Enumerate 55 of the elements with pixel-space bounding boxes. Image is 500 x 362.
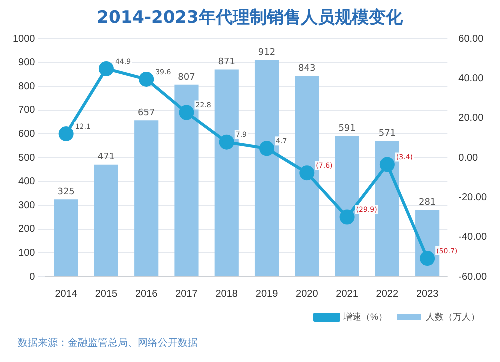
x-tick-label: 2018 (216, 288, 238, 300)
y2-tick-label: 20.00 (458, 113, 484, 124)
point (420, 251, 436, 266)
x-tick-label: 2020 (296, 288, 319, 300)
y2-tick-label: 60.00 (458, 34, 484, 45)
data-label: 657 (138, 108, 156, 118)
y-tick-label: 200 (18, 224, 36, 236)
data-label: 871 (218, 58, 236, 68)
x-tick-label: 2019 (256, 288, 279, 300)
data-label: 571 (378, 128, 396, 139)
bar (94, 164, 118, 276)
y-tick-label: 700 (18, 105, 36, 116)
y-tick-label: 1000 (12, 34, 36, 45)
x-tick-label: 2017 (176, 288, 198, 300)
point (219, 134, 234, 150)
x-tick-label: 2021 (336, 288, 359, 300)
data-label: 591 (338, 124, 356, 134)
point (179, 105, 194, 120)
y-tick-label: 0 (30, 272, 36, 283)
legend-label: 增速（%） (342, 312, 388, 322)
chart-title: 2014-2023年代理制销售人员规模变化 (96, 7, 404, 29)
y-tick-label: 400 (18, 176, 36, 188)
y2-tick-label: -20.00 (458, 192, 488, 204)
x-tick-label: 2016 (135, 288, 158, 300)
point (260, 141, 275, 156)
data-label: 807 (178, 72, 196, 83)
data-label: 912 (258, 48, 276, 58)
x-tick-label: 2023 (416, 288, 440, 300)
data-label: 471 (98, 152, 116, 163)
y-tick-label: 100 (18, 248, 36, 259)
point (139, 72, 154, 87)
y2-tick-label: 0.00 (458, 152, 479, 164)
data-label: 843 (298, 64, 316, 74)
y-tick-label: 300 (18, 200, 36, 212)
y-tick-label: 600 (18, 128, 36, 140)
data-label: 281 (418, 198, 436, 208)
y-tick-label: 900 (18, 58, 36, 69)
bar (134, 120, 159, 276)
source-note: 数据来源：金融监管总局、网络公开数据 (18, 336, 198, 350)
point (300, 166, 315, 181)
point (340, 210, 355, 225)
data-label: 325 (58, 187, 75, 198)
x-tick-label: 2022 (376, 288, 399, 300)
point (58, 126, 74, 142)
legend-label: 人数（万人） (426, 312, 480, 322)
point (98, 61, 114, 76)
x-tick-label: 2015 (95, 288, 118, 300)
y-tick-label: 500 (18, 152, 36, 164)
point (380, 157, 395, 172)
y2-tick-label: -40.00 (458, 232, 488, 244)
bar (54, 200, 78, 276)
x-tick-label: 2014 (55, 288, 78, 300)
y2-tick-label: 40.00 (458, 73, 484, 84)
y2-tick-label: -60.00 (458, 272, 488, 283)
y-tick-label: 800 (18, 81, 36, 92)
